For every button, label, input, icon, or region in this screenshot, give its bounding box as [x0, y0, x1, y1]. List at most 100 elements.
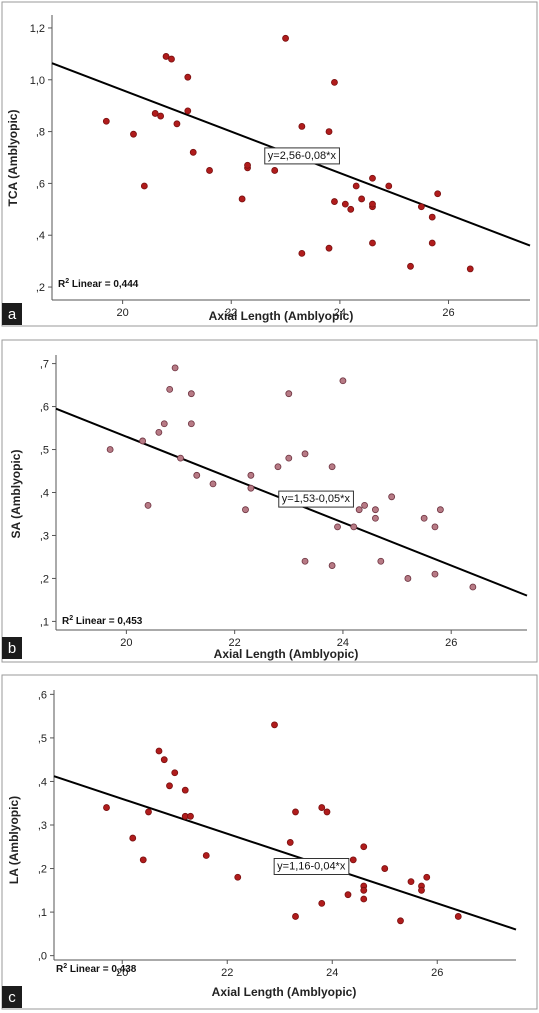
- data-point: [139, 437, 147, 445]
- data-point: [160, 420, 168, 428]
- y-axis-title: TCA (Amblyopic): [6, 110, 20, 207]
- data-point: [469, 583, 477, 591]
- r-squared-value: Linear = 0,438: [67, 964, 137, 975]
- equation-label: y=2,56-0,08*x: [264, 147, 340, 165]
- equation-text: y=1,53-0,05*x: [282, 493, 351, 505]
- y-tick-label: ,4: [40, 488, 49, 500]
- data-point: [331, 78, 338, 86]
- panel-frame: [1, 339, 538, 663]
- data-point: [428, 239, 436, 247]
- r-squared-value: Linear = 0,444: [69, 279, 139, 290]
- y-tick-label: ,2: [40, 573, 49, 585]
- data-point: [171, 769, 179, 777]
- data-point: [271, 167, 279, 174]
- data-point: [404, 575, 412, 582]
- data-point: [103, 804, 110, 811]
- data-point: [385, 182, 393, 190]
- data-point: [341, 200, 349, 208]
- data-point: [325, 128, 333, 135]
- data-point: [347, 205, 355, 213]
- data-point: [286, 839, 294, 846]
- data-point: [454, 913, 462, 920]
- x-tick-label: 26: [445, 637, 457, 649]
- y-tick-label: ,1: [38, 907, 47, 919]
- data-point: [166, 782, 173, 790]
- x-tick-label: 20: [116, 967, 128, 979]
- data-point: [155, 428, 163, 436]
- y-tick-label: 1,0: [30, 75, 45, 87]
- r-squared-exponent: 2: [69, 615, 73, 622]
- data-point: [369, 239, 376, 247]
- y-axis-title: SA (Amblyopic): [9, 450, 23, 539]
- badge-background: [2, 986, 22, 1008]
- equation-text: y=1,16-0,04*x: [277, 861, 346, 873]
- y-tick-label: ,6: [40, 402, 49, 414]
- data-point: [301, 557, 309, 565]
- data-point: [145, 808, 152, 816]
- r-squared-label: R2 Linear = 0,438: [56, 963, 137, 975]
- y-tick-label: ,3: [38, 820, 47, 832]
- data-point: [209, 480, 217, 488]
- x-tick-label: 20: [120, 637, 132, 649]
- data-point: [173, 120, 181, 128]
- y-tick-label: 1,2: [30, 23, 45, 35]
- y-tick-label: ,5: [40, 445, 49, 457]
- x-tick-label: 20: [116, 307, 128, 319]
- data-point: [407, 262, 414, 270]
- y-tick-label: ,8: [36, 127, 45, 139]
- data-point: [238, 195, 246, 203]
- x-tick-label: 24: [334, 307, 346, 319]
- data-point: [360, 895, 368, 903]
- panel-letter: a: [8, 306, 17, 323]
- data-point: [388, 493, 396, 501]
- data-point: [418, 886, 425, 894]
- data-point: [160, 756, 168, 764]
- y-tick-label: ,2: [38, 864, 47, 876]
- y-tick-label: ,6: [36, 178, 45, 190]
- data-point: [171, 364, 179, 372]
- r-squared-value: Linear = 0,453: [73, 616, 143, 627]
- data-point: [181, 786, 189, 794]
- data-point: [298, 123, 306, 130]
- data-point: [372, 506, 379, 514]
- data-point: [244, 161, 251, 169]
- data-point: [129, 834, 137, 842]
- x-axis-title: Axial Length (Amblyopic): [209, 309, 354, 323]
- y-tick-label: ,1: [40, 616, 49, 628]
- r-squared-symbol: R: [58, 279, 66, 290]
- data-point: [298, 249, 306, 257]
- panel-letter-badge: a: [2, 303, 22, 325]
- equation-box: [273, 858, 350, 875]
- data-point: [274, 463, 282, 471]
- data-point: [193, 471, 201, 479]
- y-tick-label: ,6: [38, 689, 47, 701]
- data-point: [355, 506, 363, 514]
- data-point: [187, 420, 195, 428]
- data-point: [184, 107, 192, 115]
- panel-c: ,0 ,1 ,2 ,3 ,4 ,5 ,6 20 22 24 26 Axial Length (Ambl…: [1, 674, 538, 1010]
- panel-letter: c: [8, 989, 16, 1006]
- data-point: [344, 891, 352, 899]
- data-point: [187, 812, 194, 820]
- x-axis-title: Axial Length (Amblyopic): [212, 985, 357, 999]
- data-point: [350, 523, 358, 531]
- data-point: [431, 523, 439, 531]
- data-point: [466, 265, 474, 273]
- panel-frame: [1, 674, 538, 1010]
- data-point: [318, 899, 326, 907]
- data-point: [139, 856, 147, 864]
- data-point: [423, 873, 431, 881]
- r-squared-exponent: 2: [63, 963, 67, 970]
- data-point: [325, 244, 333, 252]
- r-squared-symbol: R: [62, 616, 70, 627]
- data-point: [151, 110, 159, 117]
- data-point: [334, 523, 341, 531]
- data-point: [331, 198, 338, 205]
- y-tick-label: ,4: [38, 776, 47, 788]
- panel-a: ,2 ,4 ,6 ,8 1,0 1,2 20 22 24 26 Axial Length (Ambl…: [1, 1, 538, 327]
- y-tick-label: ,5: [38, 733, 47, 745]
- data-point: [144, 501, 152, 509]
- r-squared-symbol: R: [56, 964, 64, 975]
- data-point: [285, 390, 293, 398]
- data-point: [234, 873, 242, 881]
